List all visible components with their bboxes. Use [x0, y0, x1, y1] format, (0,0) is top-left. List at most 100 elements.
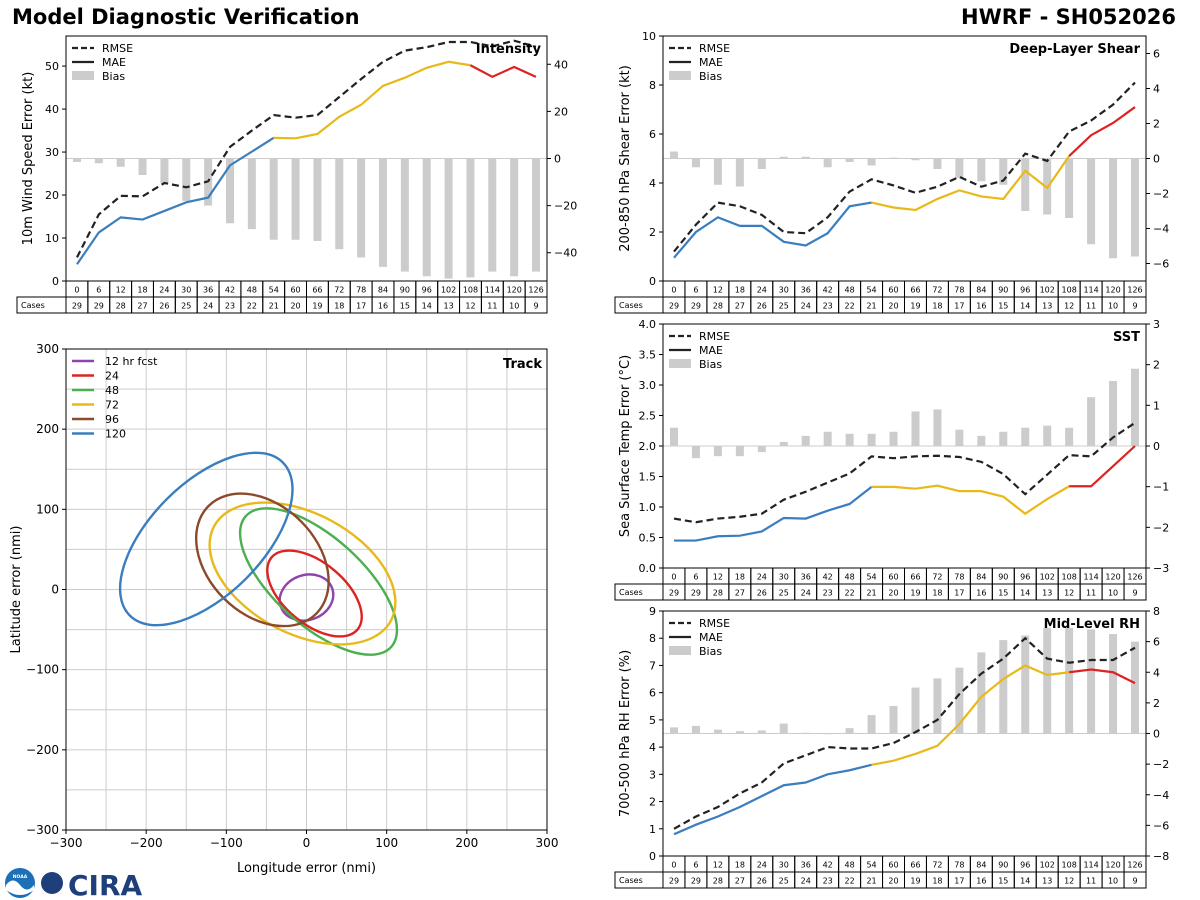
sst-bias-bar [1109, 380, 1118, 446]
sst-bias-bar [955, 429, 964, 446]
shear-cases-value: 25 [779, 302, 789, 311]
intensity-bias-bar [335, 158, 344, 250]
sst-hour-label: 78 [954, 573, 964, 582]
shear-cases-value: 29 [691, 302, 701, 311]
intensity-rmse-line [76, 39, 537, 258]
sst-ylabel: Sea Surface Temp Error (°C) [618, 355, 633, 537]
shear-hour-label: 108 [1062, 286, 1077, 295]
shear-hour-label: 120 [1105, 286, 1120, 295]
track-legend-label: 48 [105, 384, 119, 397]
sst-hour-label: 18 [735, 573, 745, 582]
rh-y2tick-label: 2 [1153, 697, 1160, 710]
sst-cases-value: 22 [845, 589, 855, 598]
shear-hour-label: 126 [1127, 286, 1142, 295]
rh-cases-value: 15 [998, 877, 1008, 886]
shear-y2tick-label: 6 [1153, 48, 1160, 61]
rh-bias-bar [713, 729, 722, 734]
sst-hour-label: 90 [998, 573, 1008, 582]
shear-cases-value: 22 [845, 302, 855, 311]
sst-bias-bar [889, 431, 898, 446]
sst-legend-bias: Bias [699, 358, 722, 371]
sst-hour-label: 36 [801, 573, 811, 582]
shear-bias-bar [955, 158, 964, 178]
sst-ytick-label: 1.0 [639, 501, 657, 514]
sst-hour-label: 48 [845, 573, 855, 582]
intensity-bias-bar [138, 158, 147, 175]
intensity-cases-value: 10 [509, 302, 519, 311]
rh-hour-label: 54 [866, 861, 876, 870]
sst-hour-label: 12 [713, 573, 723, 582]
shear-cases-value: 12 [1064, 302, 1074, 311]
intensity-hour-label: 96 [422, 286, 432, 295]
sst-bias-bar [911, 411, 920, 446]
track-ellipse [118, 451, 294, 627]
shear-title: Deep-Layer Shear [1009, 42, 1140, 57]
noaa-logo-text: NOAA [13, 874, 28, 880]
rh-cases-value: 14 [1020, 877, 1030, 886]
shear-bias-bar [911, 158, 920, 161]
intensity-legend-bias-swatch [72, 71, 94, 80]
rh-bias-bar [1087, 629, 1096, 734]
sst-bias-bar [867, 433, 876, 446]
sst-cases-value: 10 [1108, 589, 1118, 598]
rh-cases-value: 10 [1108, 877, 1118, 886]
shear-bias-bar [735, 158, 744, 187]
rh-ytick-label: 9 [649, 605, 656, 618]
rh-y2tick-label: −8 [1153, 850, 1169, 863]
intensity-cases-value: 16 [378, 302, 388, 311]
rh-ylabel: 700-500 hPa RH Error (%) [618, 650, 633, 817]
shear-bias-bar [867, 158, 876, 166]
shear-legend-bias: Bias [699, 70, 722, 83]
shear-hour-label: 72 [932, 286, 942, 295]
rh-cases-value: 19 [910, 877, 920, 886]
intensity-hour-label: 78 [356, 286, 366, 295]
shear-bias-bar [691, 158, 700, 168]
rh-bias-bar [823, 733, 832, 735]
track-ylabel: Latitude error (nmi) [9, 526, 24, 654]
shear-cases-value: 19 [910, 302, 920, 311]
rh-cases-value: 24 [801, 877, 811, 886]
shear-hour-label: 60 [888, 286, 898, 295]
rh-hour-label: 84 [976, 861, 986, 870]
sst-hour-label: 54 [866, 573, 876, 582]
shear-ylabel: 200-850 hPa Shear Error (kt) [618, 65, 633, 252]
rh-ytick-label: 7 [649, 659, 656, 672]
rh-hour-label: 0 [671, 861, 676, 870]
sst-cases-value: 11 [1086, 589, 1096, 598]
rh-y2tick-label: 4 [1153, 666, 1160, 679]
sst-y2tick-label: 2 [1153, 359, 1160, 372]
intensity-hour-label: 48 [247, 286, 257, 295]
rh-legend-bias-swatch [669, 646, 691, 655]
intensity-bias-bar [532, 158, 540, 272]
track-ellipse [208, 501, 397, 646]
intensity-cases-value: 13 [444, 302, 454, 311]
shear-cases-value: 13 [1042, 302, 1052, 311]
shear-bias-bar [757, 158, 766, 169]
track-legend-label: 96 [105, 413, 119, 426]
track-legend-label: 120 [105, 428, 126, 441]
sst-hour-label: 108 [1062, 573, 1077, 582]
sst-ytick-label: 3.5 [639, 349, 657, 362]
intensity-ytick-label: 10 [45, 232, 59, 245]
track-ytick-label: 100 [36, 502, 59, 516]
intensity-cases-value: 29 [72, 302, 82, 311]
track-ellipse [238, 507, 399, 656]
shear-cases-label: Cases [619, 301, 643, 310]
rh-hour-label: 126 [1127, 861, 1142, 870]
shear-hour-label: 0 [671, 286, 676, 295]
rh-bias-bar [1043, 627, 1052, 734]
rh-bias-bar [1109, 633, 1118, 734]
intensity-hour-label: 12 [116, 286, 126, 295]
intensity-mae-line-mid [273, 60, 471, 140]
track-xtick-label: −100 [210, 836, 243, 850]
sst-cases-value: 18 [932, 589, 942, 598]
track-xtick-label: 100 [375, 836, 398, 850]
sst-title: SST [1113, 330, 1140, 345]
track-xlabel: Longitude error (nmi) [237, 861, 376, 876]
shear-hour-label: 114 [1083, 286, 1098, 295]
sst-cases-cell [1123, 583, 1147, 601]
sst-hour-label: 60 [888, 573, 898, 582]
track-xtick-label: 300 [536, 836, 559, 850]
shear-bias-bar [999, 158, 1008, 185]
intensity-y2tick-label: 0 [554, 153, 561, 166]
